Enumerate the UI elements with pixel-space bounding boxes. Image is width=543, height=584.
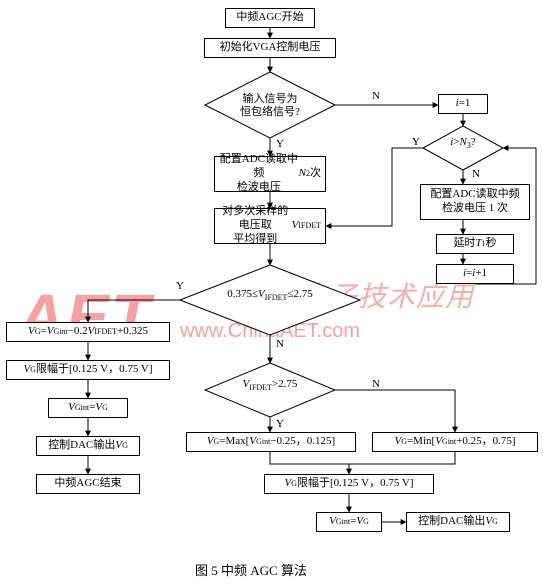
edge-label-l_iN3_n: N	[472, 168, 480, 180]
arrow	[349, 452, 455, 464]
edge-label-l_r_n: N	[276, 338, 284, 350]
diamond-d_range	[180, 265, 360, 335]
box-b_delay: 延时T1秒	[436, 234, 514, 254]
box-b_gint2: VGint=VG	[316, 512, 382, 532]
figure-caption: 图 5 中频 AGC 算法	[195, 560, 307, 579]
arrow	[326, 148, 423, 226]
edge-label-l_gt_y: Y	[276, 418, 284, 430]
box-b_adc1: 配置ADC读取中频检波电压 1 次	[420, 184, 530, 220]
box-b_vg_min: VG=Min[VGint+0.25，0.75]	[372, 432, 538, 452]
box-b_vg_clip: VG限幅于[0.125 V，0.75 V]	[6, 360, 170, 380]
box-b_clip2: VG限幅于[0.125 V，0.75 V]	[264, 474, 434, 494]
box-b_gint1: VGint=VG	[48, 398, 128, 418]
box-b_inc: i=i+1	[436, 264, 514, 284]
box-b_start: 中频AGC开始	[225, 8, 315, 28]
box-b_dac2: 控制DAC输出VG	[406, 512, 510, 532]
arrow	[88, 300, 180, 322]
flowchart-svg	[0, 0, 543, 584]
diamond-d_env	[205, 72, 335, 138]
edge-label-l_env_n: N	[372, 90, 380, 102]
diamond-d_gt	[205, 363, 335, 417]
box-b_init: 初始化VGA控制电压	[204, 38, 336, 58]
arrow	[270, 452, 349, 474]
box-b_vg_eq: VG=VGint−0.2VIFDET+0.325	[6, 322, 170, 342]
box-b_dac1: 控制DAC输出VG	[36, 436, 140, 456]
box-b_i1: i=1	[438, 94, 488, 114]
arrow	[335, 390, 455, 432]
edge-label-l_iN3_y: Y	[412, 136, 420, 148]
box-b_vg_max: VG=Max[VGint−0.25，0.125]	[186, 432, 356, 452]
box-b_avg: 对多次采样的电压取平均得到VIFDET	[214, 208, 326, 244]
box-b_end: 中频AGC结束	[36, 474, 140, 494]
edge-label-l_gt_n: N	[372, 378, 380, 390]
diamond-d_iN3	[423, 126, 503, 170]
edge-label-l_env_y: Y	[276, 138, 284, 150]
edge-label-l_r_y: Y	[176, 280, 184, 292]
box-b_adc_n2: 配置ADC读取中频检波电压 N2 次	[214, 156, 326, 192]
